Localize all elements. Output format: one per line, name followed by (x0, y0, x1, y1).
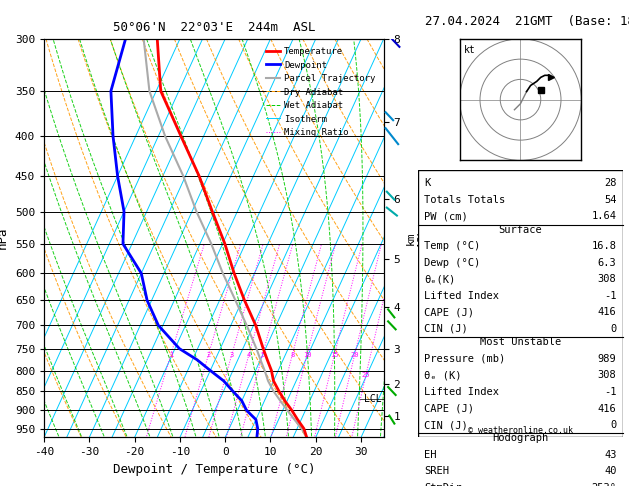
Text: 10: 10 (303, 352, 311, 358)
Text: 1.64: 1.64 (592, 211, 616, 221)
Text: 0: 0 (610, 420, 616, 430)
Text: 5: 5 (260, 352, 265, 358)
Text: Pressure (mb): Pressure (mb) (425, 354, 506, 364)
Title: 50°06'N  22°03'E  244m  ASL: 50°06'N 22°03'E 244m ASL (113, 20, 315, 34)
Y-axis label: hPa: hPa (0, 227, 9, 249)
Text: 2: 2 (206, 352, 211, 358)
Text: 253°: 253° (592, 483, 616, 486)
Text: 308: 308 (598, 370, 616, 381)
Text: Most Unstable: Most Unstable (480, 337, 561, 347)
Text: Surface: Surface (499, 225, 542, 235)
X-axis label: Dewpoint / Temperature (°C): Dewpoint / Temperature (°C) (113, 463, 315, 476)
Y-axis label: km
ASL: km ASL (406, 228, 427, 248)
Text: -1: -1 (604, 291, 616, 301)
Text: StmDir: StmDir (425, 483, 462, 486)
Text: 4: 4 (247, 352, 251, 358)
Text: 15: 15 (330, 352, 338, 358)
Text: 1: 1 (169, 352, 173, 358)
Text: LCL: LCL (364, 394, 381, 404)
Text: 43: 43 (604, 450, 616, 460)
Text: 8: 8 (290, 352, 294, 358)
Text: 20: 20 (350, 352, 359, 358)
Text: Temp (°C): Temp (°C) (425, 241, 481, 251)
Text: kt: kt (464, 45, 476, 55)
Text: 989: 989 (598, 354, 616, 364)
Text: 25: 25 (362, 372, 370, 378)
Text: 54: 54 (604, 195, 616, 205)
Text: PW (cm): PW (cm) (425, 211, 468, 221)
Text: θₑ (K): θₑ (K) (425, 370, 462, 381)
Text: K: K (425, 178, 431, 188)
Text: 416: 416 (598, 307, 616, 317)
Text: 416: 416 (598, 403, 616, 414)
Text: 27.04.2024  21GMT  (Base: 18): 27.04.2024 21GMT (Base: 18) (425, 15, 629, 28)
Text: Lifted Index: Lifted Index (425, 387, 499, 397)
Text: CIN (J): CIN (J) (425, 420, 468, 430)
Text: -1: -1 (604, 387, 616, 397)
Text: θₑ(K): θₑ(K) (425, 274, 455, 284)
Text: 3: 3 (230, 352, 234, 358)
Text: © weatheronline.co.uk: © weatheronline.co.uk (468, 426, 573, 434)
Text: 28: 28 (604, 178, 616, 188)
Text: 40: 40 (604, 467, 616, 476)
Text: Totals Totals: Totals Totals (425, 195, 506, 205)
Text: Hodograph: Hodograph (493, 434, 548, 443)
Text: CAPE (J): CAPE (J) (425, 307, 474, 317)
Text: SREH: SREH (425, 467, 449, 476)
Text: EH: EH (425, 450, 437, 460)
Text: 16.8: 16.8 (592, 241, 616, 251)
Text: Lifted Index: Lifted Index (425, 291, 499, 301)
Text: Dewp (°C): Dewp (°C) (425, 258, 481, 268)
Text: 6.3: 6.3 (598, 258, 616, 268)
Text: 0: 0 (610, 324, 616, 334)
Legend: Temperature, Dewpoint, Parcel Trajectory, Dry Adiabat, Wet Adiabat, Isotherm, Mi: Temperature, Dewpoint, Parcel Trajectory… (262, 43, 379, 141)
Text: CIN (J): CIN (J) (425, 324, 468, 334)
Text: CAPE (J): CAPE (J) (425, 403, 474, 414)
Text: 308: 308 (598, 274, 616, 284)
